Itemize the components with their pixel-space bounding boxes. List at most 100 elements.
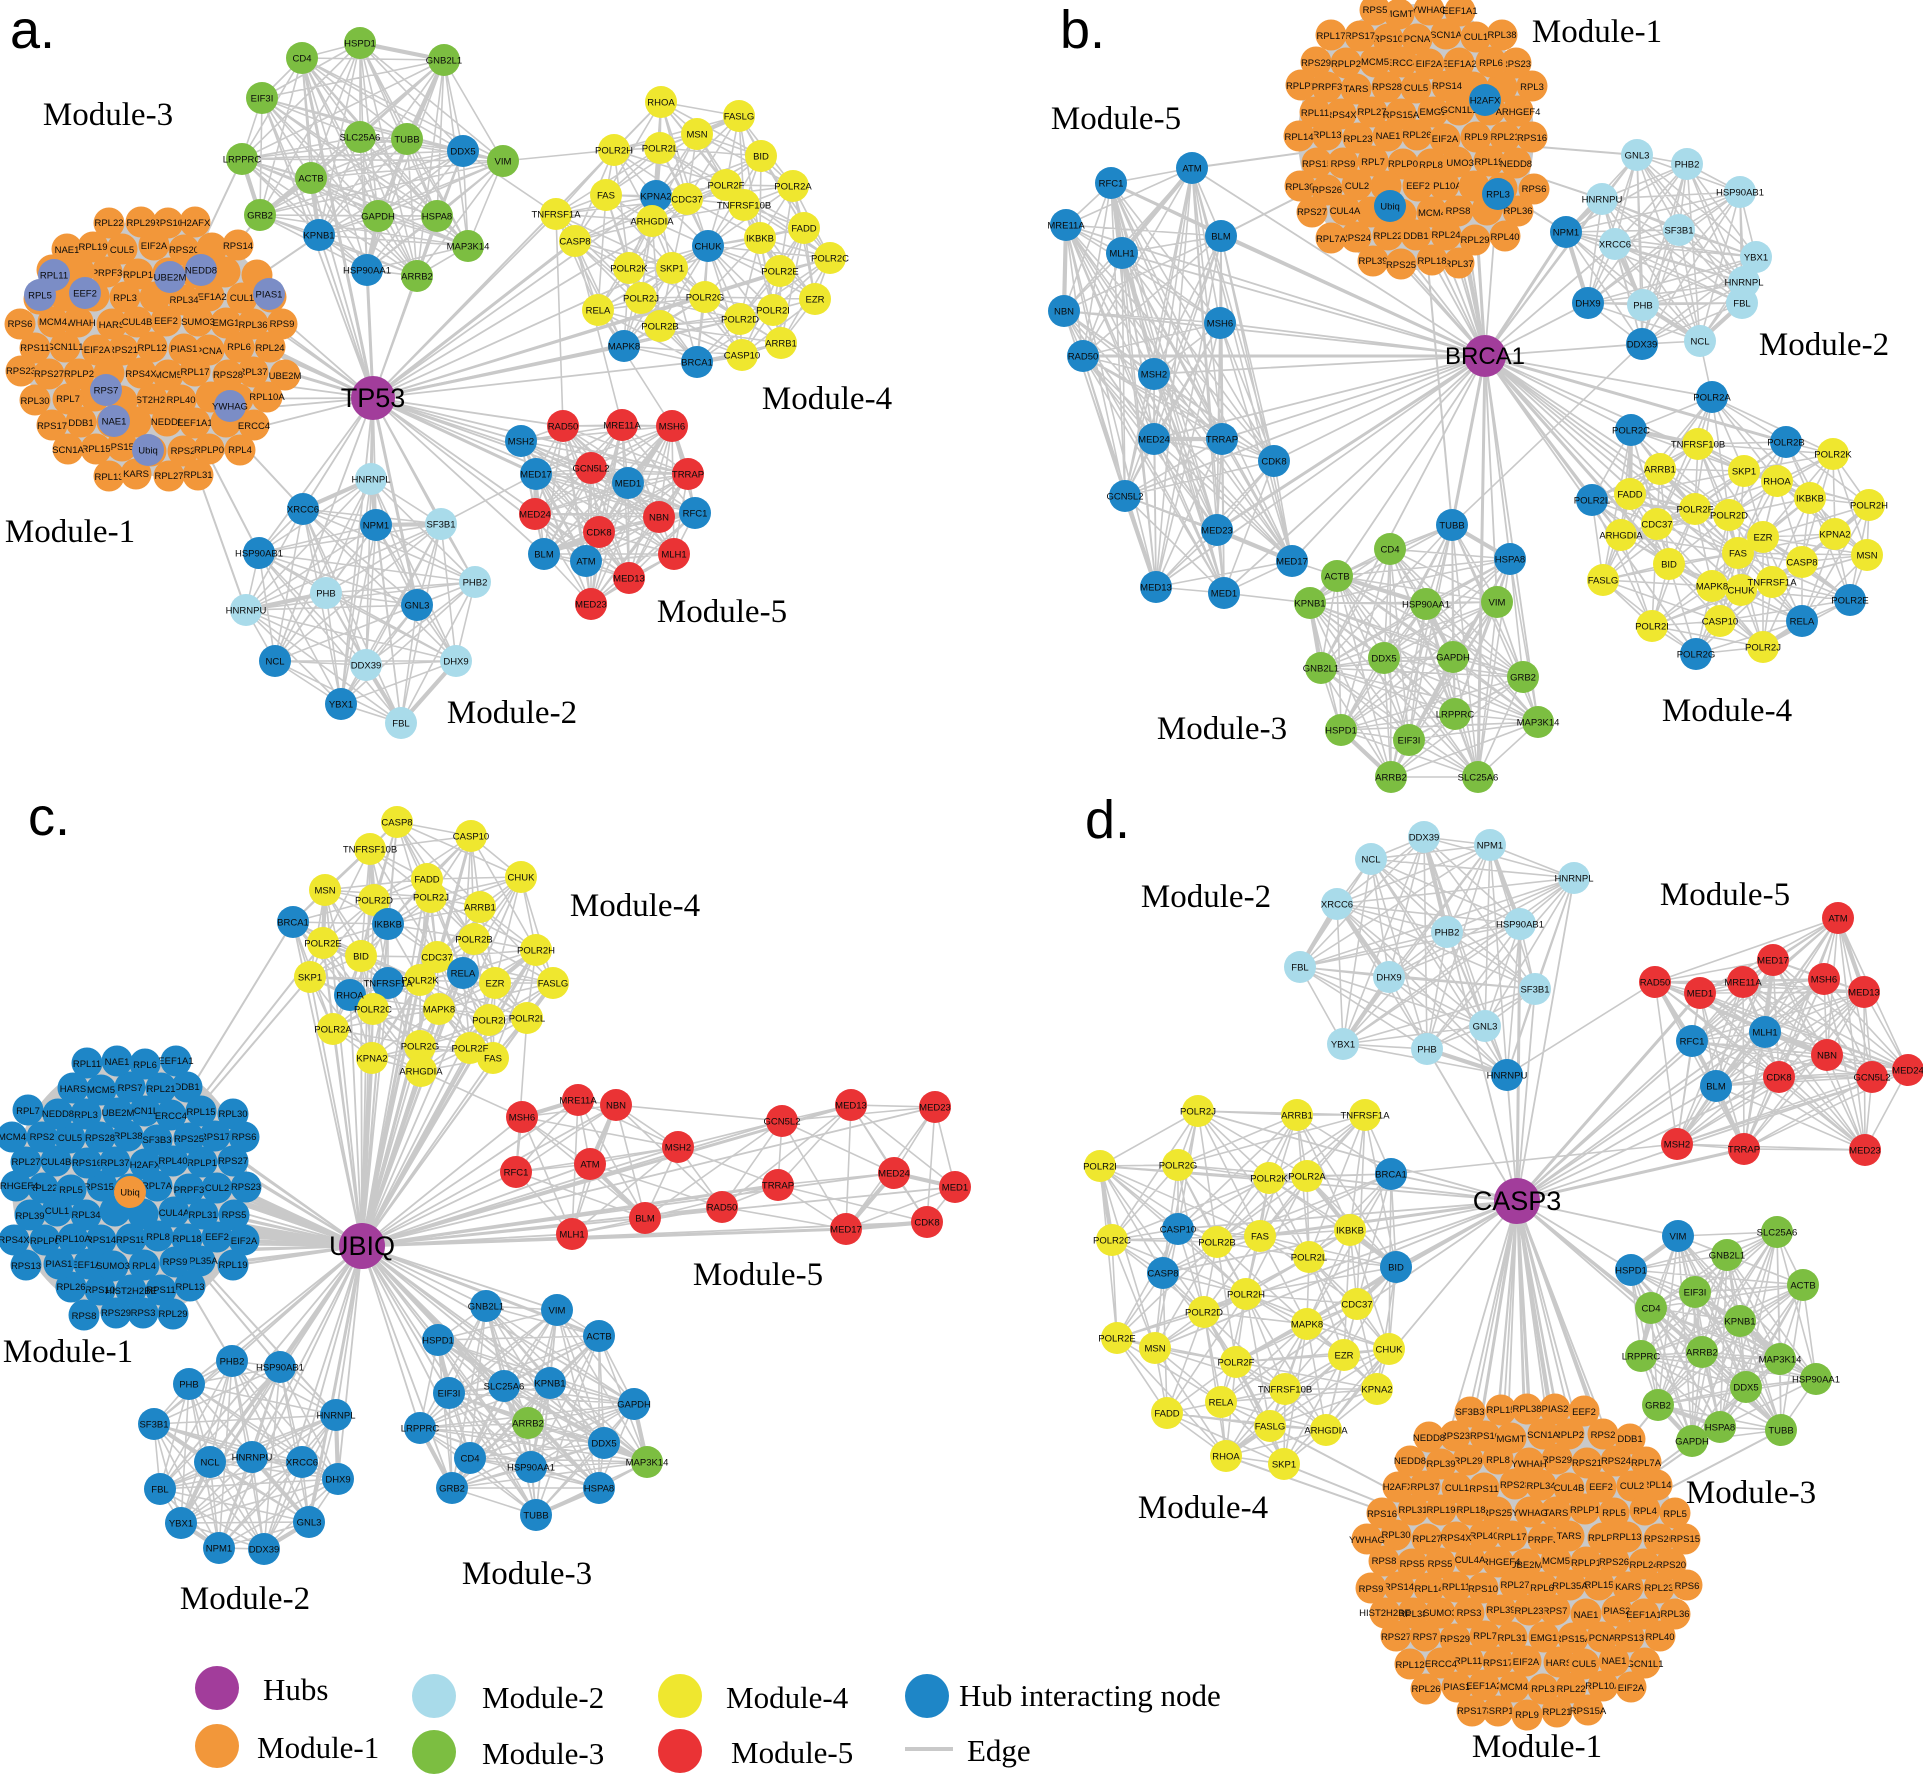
svg-text:RPS13: RPS13 (1614, 1633, 1644, 1644)
svg-text:ERCC4: ERCC4 (238, 421, 270, 432)
svg-text:HSPA8: HSPA8 (1705, 1423, 1735, 1434)
svg-text:EEF2: EEF2 (73, 289, 97, 300)
svg-text:RPL29: RPL29 (1453, 1456, 1482, 1467)
svg-text:RPS27: RPS27 (1297, 207, 1327, 218)
svg-text:NBN: NBN (606, 1101, 626, 1112)
svg-text:RPS9: RPS9 (270, 319, 295, 330)
svg-text:Module-2: Module-2 (1141, 879, 1271, 915)
svg-text:HSPA8: HSPA8 (584, 1484, 614, 1495)
svg-text:CUL5: CUL5 (1572, 1659, 1596, 1670)
svg-text:RPS23: RPS23 (231, 1182, 261, 1193)
svg-text:MED17: MED17 (830, 1225, 862, 1236)
svg-text:RPLP1: RPLP1 (123, 270, 153, 281)
svg-text:SCN1A: SCN1A (1527, 1430, 1559, 1441)
svg-text:TNFRSF10B: TNFRSF10B (717, 201, 771, 212)
svg-text:MAPK8: MAPK8 (1696, 582, 1728, 593)
svg-text:RPS29: RPS29 (1440, 1634, 1470, 1645)
svg-text:a.: a. (10, 0, 55, 60)
svg-text:NBN: NBN (1817, 1051, 1837, 1062)
svg-text:RPS7: RPS7 (1413, 1632, 1438, 1643)
svg-text:RPL34: RPL34 (71, 1210, 100, 1221)
svg-text:RPL3: RPL3 (1486, 190, 1510, 201)
svg-text:POLR2F: POLR2F (1677, 505, 1714, 516)
svg-text:RPL24: RPL24 (1629, 1560, 1658, 1571)
svg-text:ARRB1: ARRB1 (765, 339, 797, 350)
svg-text:MED13: MED13 (1140, 583, 1172, 594)
svg-text:MAP3K14: MAP3K14 (447, 242, 490, 253)
svg-text:EIF2A: EIF2A (1416, 59, 1443, 70)
svg-text:MSH2: MSH2 (1141, 370, 1167, 381)
svg-text:HARS: HARS (1546, 1658, 1572, 1669)
svg-text:SLC25A6: SLC25A6 (1458, 773, 1499, 784)
svg-text:NAE1: NAE1 (1602, 1656, 1627, 1667)
svg-text:MED1: MED1 (942, 1183, 968, 1194)
svg-text:FBL: FBL (151, 1485, 168, 1496)
svg-text:RPL36: RPL36 (1660, 1609, 1689, 1620)
svg-text:RPLP0: RPLP0 (1388, 159, 1418, 170)
svg-text:RPS5: RPS5 (1363, 5, 1388, 16)
svg-text:POLR2K: POLR2K (1250, 1174, 1288, 1185)
svg-text:CUL2: CUL2 (1345, 181, 1369, 192)
svg-text:LRPPRC: LRPPRC (1622, 1352, 1661, 1363)
svg-text:RPS26: RPS26 (1644, 1534, 1674, 1545)
svg-text:RPS10: RPS10 (1470, 1431, 1500, 1442)
svg-text:Hubs: Hubs (263, 1672, 328, 1707)
svg-text:PIAS1: PIAS1 (46, 1259, 73, 1270)
svg-text:CDC37: CDC37 (671, 195, 702, 206)
svg-text:Module-3: Module-3 (1686, 1475, 1816, 1511)
svg-text:POLR2G: POLR2G (1159, 1161, 1198, 1172)
svg-text:NBN: NBN (1054, 307, 1074, 318)
svg-text:ACTB: ACTB (1324, 572, 1349, 583)
svg-text:CUL1: CUL1 (1464, 32, 1488, 43)
svg-text:RPS15: RPS15 (1670, 1534, 1700, 1545)
svg-text:LRPPRC: LRPPRC (1436, 710, 1475, 721)
svg-text:GNL3: GNL3 (1473, 1022, 1498, 1033)
svg-text:VIM: VIM (1489, 598, 1506, 609)
svg-text:RPL18: RPL18 (172, 1234, 201, 1245)
svg-text:RPL27: RPL27 (1412, 1534, 1441, 1545)
svg-text:RPS9: RPS9 (163, 1257, 188, 1268)
svg-text:EIF2A: EIF2A (84, 345, 111, 356)
svg-text:TARS: TARS (1344, 84, 1369, 95)
svg-text:RPL21: RPL21 (1542, 1707, 1571, 1718)
svg-text:RHOA: RHOA (336, 991, 364, 1002)
svg-text:CUL2: CUL2 (1620, 1481, 1644, 1492)
svg-text:RPL38: RPL38 (1398, 1609, 1427, 1620)
svg-text:EEF2: EEF2 (154, 316, 178, 327)
svg-text:RPS15: RPS15 (1302, 159, 1332, 170)
svg-text:ATM: ATM (1182, 164, 1201, 175)
svg-text:RPL24: RPL24 (255, 343, 284, 354)
svg-text:MED13: MED13 (1848, 988, 1880, 999)
svg-text:HSP90AB1: HSP90AB1 (1716, 188, 1764, 199)
svg-text:NCL: NCL (265, 657, 284, 668)
svg-text:CD4: CD4 (292, 54, 311, 65)
svg-text:HNRNPL: HNRNPL (316, 1411, 355, 1422)
svg-text:RPL26: RPL26 (56, 1282, 85, 1293)
svg-text:RPL4: RPL4 (1633, 1506, 1657, 1517)
svg-text:RPL6: RPL6 (1530, 1583, 1554, 1594)
svg-text:EMG1: EMG1 (1420, 107, 1447, 118)
svg-text:NPM1: NPM1 (206, 1544, 232, 1555)
svg-text:RPS4X: RPS4X (1325, 110, 1357, 121)
svg-text:RELA: RELA (586, 306, 611, 317)
svg-text:Ubiq: Ubiq (138, 446, 158, 457)
svg-text:EEF2: EEF2 (1589, 1482, 1613, 1493)
svg-text:UBE2M: UBE2M (154, 273, 187, 284)
svg-text:BLM: BLM (1706, 1082, 1726, 1093)
svg-text:RPS28: RPS28 (213, 370, 243, 381)
svg-text:PHB: PHB (316, 589, 336, 600)
svg-text:RPS28: RPS28 (1372, 82, 1402, 93)
svg-text:GNB2L1: GNB2L1 (468, 1302, 504, 1313)
svg-text:MSN: MSN (1144, 1344, 1165, 1355)
svg-text:EEF1A1: EEF1A1 (1626, 1610, 1661, 1621)
svg-text:TNFRSF1A: TNFRSF1A (531, 210, 581, 221)
svg-text:DDB1: DDB1 (174, 1082, 199, 1093)
svg-text:MED24: MED24 (519, 510, 551, 521)
svg-text:HSPD1: HSPD1 (422, 1336, 454, 1347)
svg-text:RPS23: RPS23 (6, 366, 36, 377)
svg-text:TNFRSF1A: TNFRSF1A (363, 979, 413, 990)
svg-text:HSPD1: HSPD1 (1615, 1266, 1647, 1277)
svg-text:RPS17: RPS17 (37, 421, 67, 432)
svg-text:CDC37: CDC37 (1641, 520, 1672, 531)
svg-text:SUMO3: SUMO3 (1440, 158, 1474, 169)
